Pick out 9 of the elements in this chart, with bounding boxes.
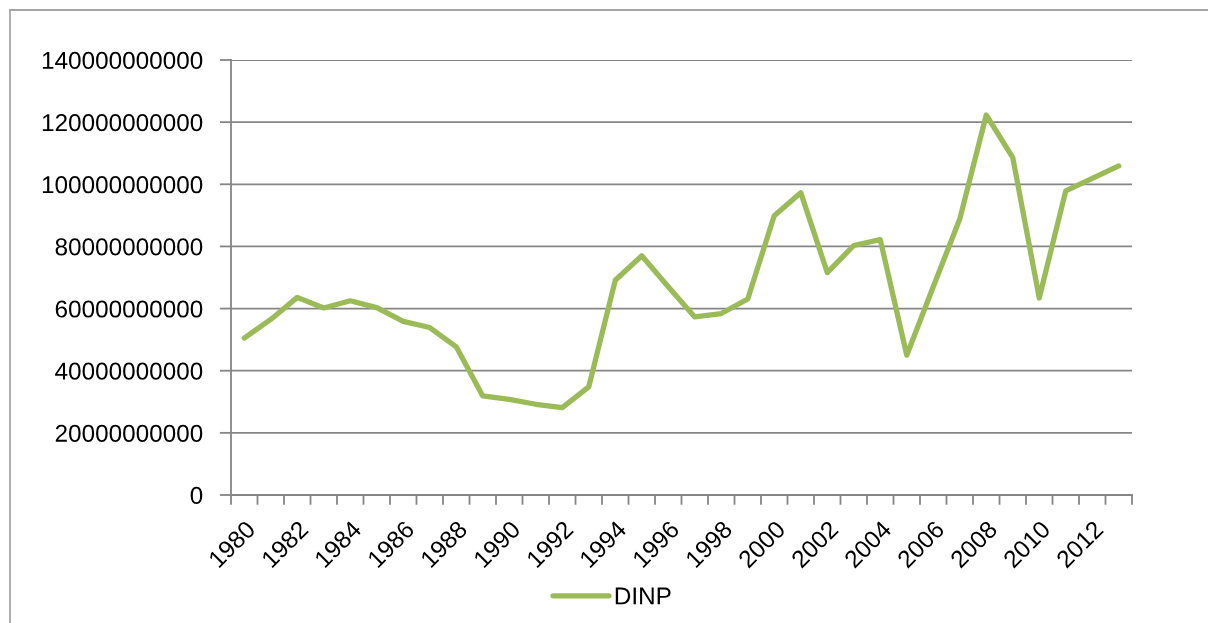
- legend-label: DINP: [615, 587, 671, 605]
- y-tick-label: 0: [190, 486, 203, 505]
- y-tick-label: 140000000000: [42, 51, 203, 70]
- y-tick-label: 100000000000: [42, 176, 203, 194]
- y-tick-label: 120000000000: [42, 113, 203, 132]
- y-tick-label: 80000000000: [55, 238, 203, 256]
- y-tick-label: 40000000000: [55, 362, 203, 380]
- y-tick-label: 60000000000: [55, 300, 203, 318]
- y-tick-label: 20000000000: [55, 424, 203, 442]
